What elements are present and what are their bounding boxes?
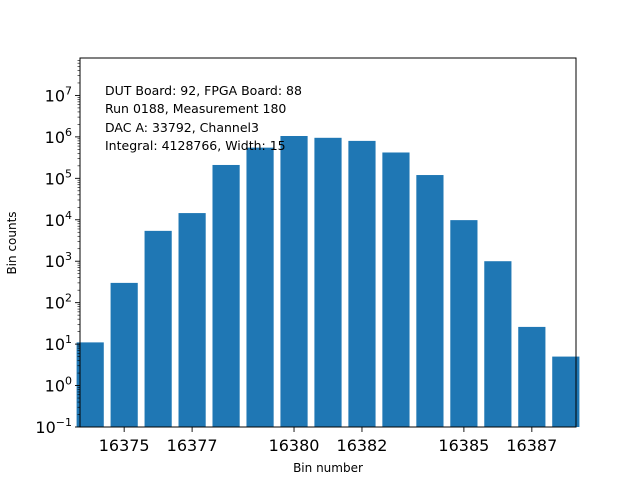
bar-16374 [76,342,104,427]
y-axis-label: Bin counts [5,211,19,274]
x-tick-label-16387: 16387 [506,436,557,455]
y-tick-label-1: 101 [45,333,72,354]
bar-16378 [212,164,240,427]
bar-16388 [552,356,580,427]
x-axis-label: Bin number [293,461,363,475]
x-tick-label-16380: 16380 [269,436,320,455]
y-tick-label-0: 100 [45,375,72,396]
bar-16382 [348,140,376,427]
bar-16385 [450,220,478,427]
bars-group [76,136,580,428]
x-tick-label-16382: 16382 [337,436,388,455]
y-tick-label-2: 102 [45,292,72,313]
annotation-line-4: Integral: 4128766, Width: 15 [105,138,286,153]
bar-16384 [416,175,444,427]
bar-16386 [484,261,512,427]
x-axis-ticks: 16375 16377 16380 16382 16385 16387 [99,427,557,455]
bar-16377 [178,213,206,427]
x-tick-label-16377: 16377 [167,436,218,455]
x-tick-label-16385: 16385 [438,436,489,455]
annotation-line-3: DAC A: 33792, Channel3 [105,120,259,135]
bar-16387 [518,326,546,427]
y-tick-label-6: 106 [45,126,72,147]
bar-16375 [110,282,138,427]
y-tick-label-4: 104 [45,209,72,230]
y-tick-label-5: 105 [45,167,72,188]
y-tick-label-3: 103 [45,250,72,271]
annotation-line-1: DUT Board: 92, FPGA Board: 88 [105,83,302,98]
y-tick-label--1: 10−1 [35,416,72,437]
bar-16379 [246,147,274,427]
y-axis-ticks: 10−1 100 101 102 103 104 105 106 107 [35,60,80,437]
bar-16376 [144,230,172,427]
plot-frame [79,57,577,428]
annotation-box: DUT Board: 92, FPGA Board: 88 Run 0188, … [105,83,302,153]
annotation-line-2: Run 0188, Measurement 180 [105,101,286,116]
x-tick-label-16375: 16375 [99,436,150,455]
bar-16383 [382,152,410,428]
bar-16380 [280,136,308,427]
y-tick-label-7: 107 [45,84,72,105]
bar-16381 [314,137,342,428]
